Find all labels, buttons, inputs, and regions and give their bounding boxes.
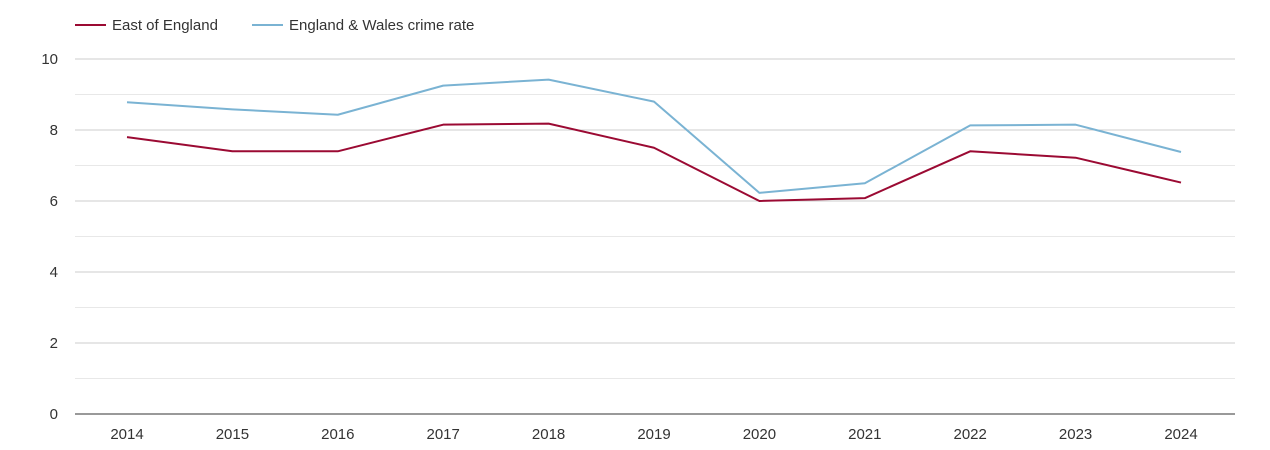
gridlines (75, 58, 1235, 379)
x-tick-label: 2022 (954, 426, 987, 443)
x-tick-label: 2019 (637, 426, 670, 443)
x-tick-label: 2015 (216, 426, 249, 443)
y-tick-label: 6 (50, 193, 58, 210)
series-line-england-wales (126, 78, 1182, 194)
legend-label-england-wales: England & Wales crime rate (289, 17, 474, 34)
series-line-east-of-england (126, 122, 1182, 202)
y-axis-tick-labels: 0 2 4 6 8 10 (41, 51, 58, 423)
series-lines (126, 78, 1182, 202)
y-tick-label: 4 (50, 264, 58, 281)
x-axis-tick-labels: 2014 2015 2016 2017 2018 2019 2020 2021 2022 2023… (110, 426, 1197, 443)
y-tick-label: 0 (50, 406, 58, 423)
x-tick-label: 2016 (321, 426, 354, 443)
x-tick-label: 2023 (1059, 426, 1092, 443)
x-tick-label: 2020 (743, 426, 776, 443)
x-tick-label: 2014 (110, 426, 143, 443)
x-tick-label: 2021 (848, 426, 881, 443)
x-tick-label: 2017 (427, 426, 460, 443)
legend: East of England England & Wales crime ra… (75, 17, 474, 34)
x-tick-label: 2018 (532, 426, 565, 443)
legend-label-east-of-england: East of England (112, 17, 218, 34)
y-tick-label: 10 (41, 51, 58, 68)
x-tick-label: 2024 (1164, 426, 1197, 443)
y-tick-label: 8 (50, 122, 58, 139)
y-tick-label: 2 (50, 335, 58, 352)
